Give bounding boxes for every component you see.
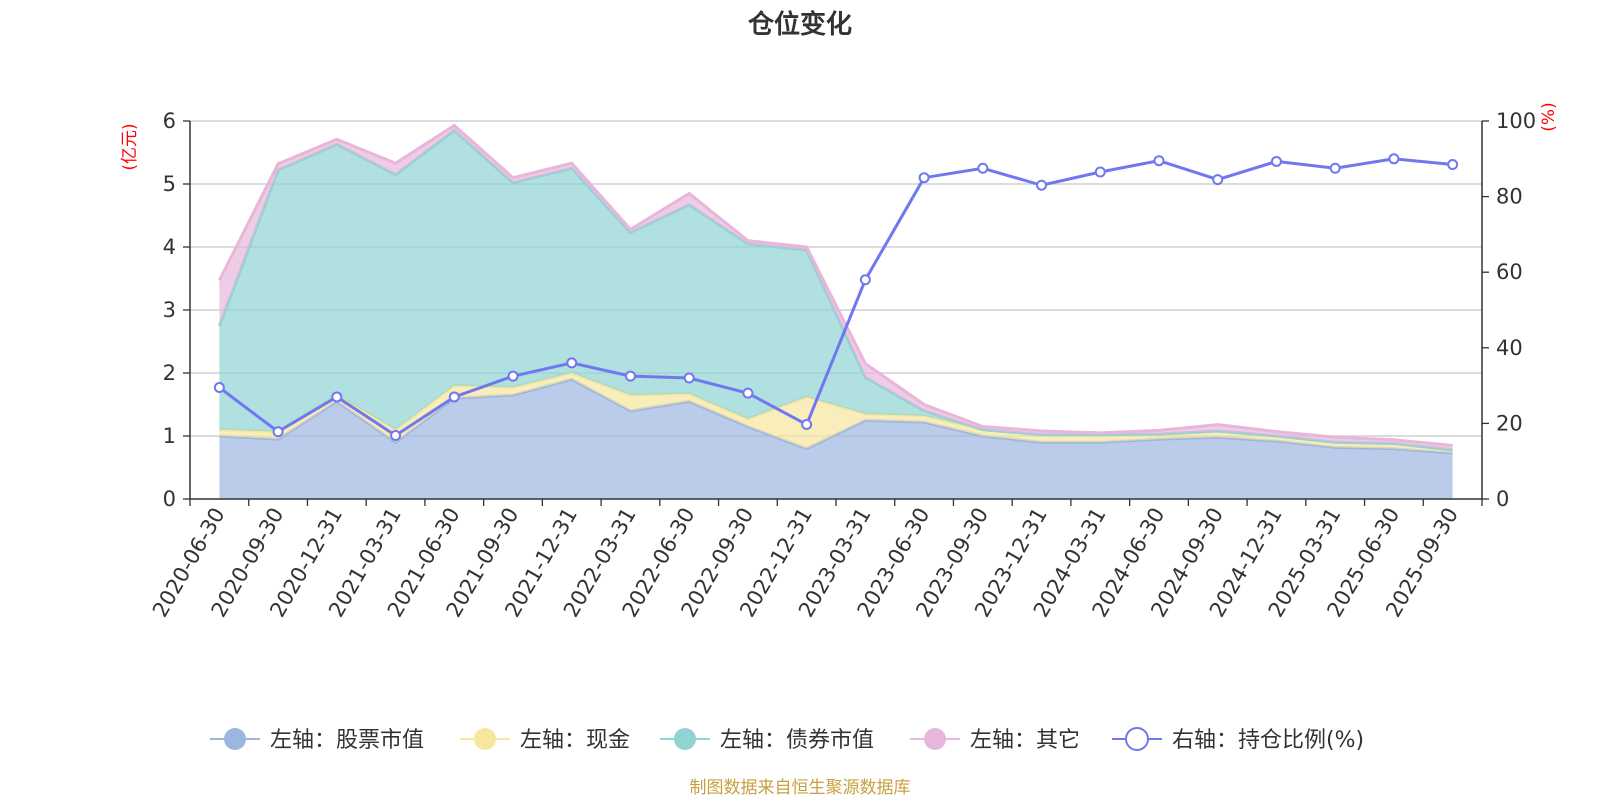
ratio-point — [742, 387, 754, 399]
legend-marker — [674, 728, 696, 750]
left-tick-label: 0 — [163, 487, 176, 511]
stacked-areas — [217, 123, 1453, 499]
chart-title: 仓位变化 — [747, 9, 852, 40]
ratio-point — [977, 162, 989, 174]
legend-item: 左轴：其它 — [910, 728, 1080, 753]
left-tick-label: 2 — [163, 361, 176, 385]
ratio-point — [331, 391, 343, 403]
area-edge-左轴：其它 — [218, 123, 1453, 447]
ratio-point — [801, 419, 813, 431]
position-ratio-line — [213, 153, 1459, 441]
area-左轴：现金 — [219, 373, 1453, 454]
legend-label: 左轴：其它 — [970, 728, 1080, 753]
ratio-point — [566, 357, 578, 369]
ratio-point — [507, 370, 519, 382]
right-tick-label: 20 — [1496, 411, 1523, 435]
ratio-point — [1212, 174, 1224, 186]
legend-label: 左轴：股票市值 — [270, 728, 424, 753]
ratio-point — [683, 372, 695, 384]
ratio-point — [1447, 158, 1459, 170]
left-tick-label: 5 — [163, 172, 176, 196]
left-tick-label: 4 — [163, 235, 176, 259]
legend-label: 左轴：债券市值 — [720, 728, 874, 753]
ratio-point — [1388, 153, 1400, 165]
ratio-point — [1329, 162, 1341, 174]
right-tick-label: 60 — [1496, 260, 1523, 284]
right-tick-label: 80 — [1496, 185, 1523, 209]
ratio-line-path — [218, 157, 1453, 438]
legend-marker — [924, 728, 946, 750]
ratio-point — [1153, 155, 1165, 167]
left-tick-label: 1 — [163, 424, 176, 448]
ratio-point — [624, 370, 636, 382]
ratio-point — [859, 274, 871, 286]
legend-label: 右轴：持仓比例(%) — [1172, 728, 1364, 753]
legend-label: 左轴：现金 — [520, 728, 630, 753]
legend: 左轴：股票市值 左轴：现金 左轴：债券市值 左轴：其它 右轴：持仓比例(%) — [210, 727, 1364, 753]
right-tick-label: 100 — [1496, 109, 1536, 133]
legend-item: 左轴：股票市值 — [210, 728, 424, 753]
area-左轴：股票市值 — [219, 379, 1453, 499]
ratio-point — [390, 429, 402, 441]
legend-item: 右轴：持仓比例(%) — [1112, 727, 1364, 753]
legend-marker — [474, 728, 496, 750]
ratio-point — [918, 172, 930, 184]
left-tick-label: 3 — [163, 298, 176, 322]
legend-item: 左轴：现金 — [460, 728, 630, 753]
legend-marker — [224, 728, 246, 750]
ratio-point — [272, 426, 284, 438]
legend-marker — [1125, 727, 1149, 751]
ratio-point — [213, 381, 225, 393]
ratio-point — [1270, 155, 1282, 167]
source-note: 制图数据来自恒生聚源数据库 — [690, 778, 911, 798]
right-axis-unit: (%) — [1539, 102, 1559, 131]
left-tick-label: 6 — [163, 109, 176, 133]
ratio-point — [1094, 166, 1106, 178]
area-左轴：债券市值 — [219, 130, 1453, 450]
right-tick-label: 0 — [1496, 487, 1509, 511]
ratio-point — [448, 391, 460, 403]
right-tick-label: 40 — [1496, 336, 1523, 360]
ratio-point — [1036, 179, 1048, 191]
legend-item: 左轴：债券市值 — [660, 728, 874, 753]
left-axis-unit: (亿元) — [120, 123, 140, 170]
